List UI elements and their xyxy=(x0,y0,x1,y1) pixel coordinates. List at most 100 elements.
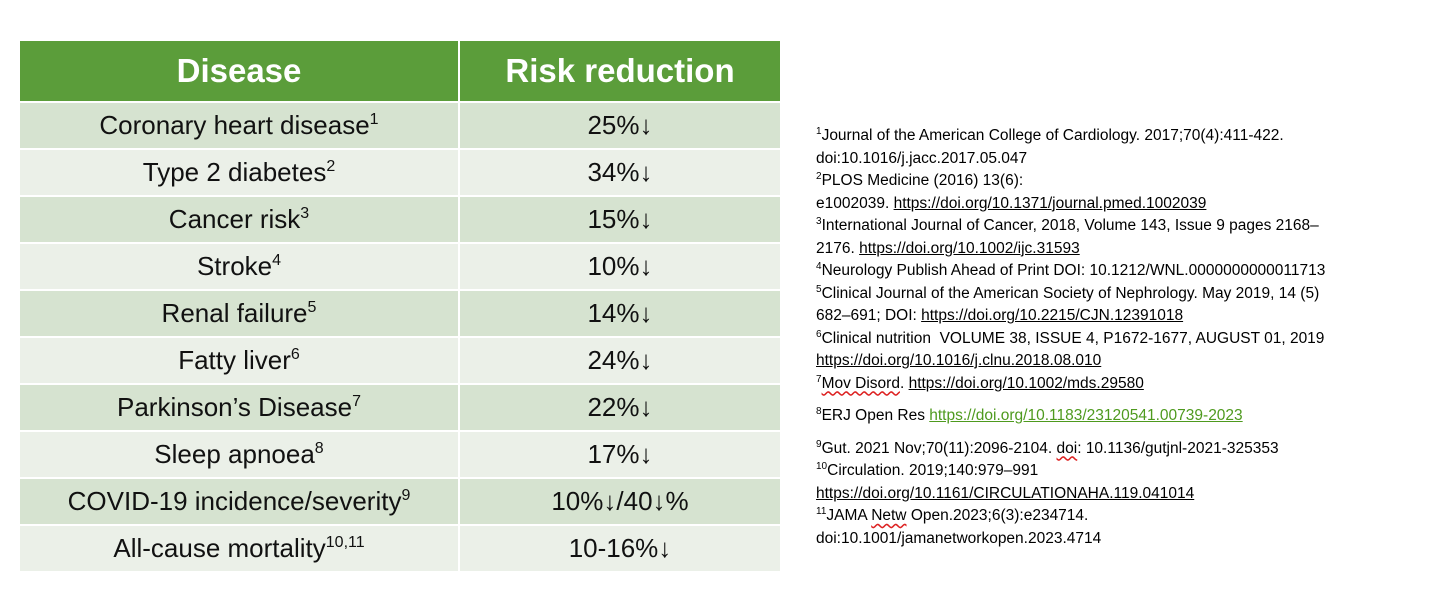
reduction-cell: 25%↓ xyxy=(458,101,782,150)
ref-text: International Journal of Cancer, 2018, V… xyxy=(821,217,1319,234)
disease-name: COVID-19 incidence/severity xyxy=(67,486,402,516)
disease-name: Fatty liver xyxy=(178,345,291,375)
reference-10: 10Circulation. 2019;140:979–991 xyxy=(816,460,1446,483)
reduction-cell: 14%↓ xyxy=(458,289,782,338)
ref-link[interactable]: https://doi.org/10.1016/j.clnu.2018.08.0… xyxy=(816,352,1102,369)
ref-text: Clinical nutrition VOLUME 38, ISSUE 4, P… xyxy=(821,329,1325,347)
ref-text: Neurology Publish Ahead of Print DOI: 10… xyxy=(821,262,1326,279)
ref-text: : 10.1136/gutjnl-2021-325353 xyxy=(1077,439,1279,457)
reference-3: 3International Journal of Cancer, 2018, … xyxy=(816,215,1446,238)
reduction-cell: 10%↓ xyxy=(458,242,782,291)
ref-number: 5 xyxy=(816,283,822,295)
reference-11: 11JAMA Netw Open.2023;6(3):e234714. xyxy=(816,505,1446,528)
table-row: Cancer risk3 15%↓ xyxy=(18,195,782,244)
ref-number: 3 xyxy=(816,216,822,227)
disease-cell: Type 2 diabetes2 xyxy=(18,148,460,197)
reference-11-line2: doi:10.1001/jamanetworkopen.2023.4714 xyxy=(816,528,1446,551)
ref-text: ERJ Open Res xyxy=(821,407,930,424)
disease-name: Parkinson’s Disease xyxy=(117,392,353,422)
ref-text: PLOS Medicine (2016) 13(6): xyxy=(821,172,1024,189)
table-row: All-cause mortality10,11 10-16%↓ xyxy=(18,524,782,573)
ref-text: Open.2023;6(3):e234714. xyxy=(906,507,1089,524)
header-risk-reduction: Risk reduction xyxy=(458,39,782,103)
ref-text: Netw xyxy=(871,507,907,524)
reduction-cell: 22%↓ xyxy=(458,383,782,432)
ref-link[interactable]: https://doi.org/10.1371/journal.pmed.100… xyxy=(893,194,1207,212)
reference-6: 6Clinical nutrition VOLUME 38, ISSUE 4, … xyxy=(816,328,1446,351)
reduction-cell: 10%↓/40↓% xyxy=(458,477,782,526)
ref-text: 682–691; DOI: xyxy=(816,307,922,324)
reference-3-line2: 2176. https://doi.org/10.1002/ijc.31593 xyxy=(816,238,1446,261)
table-row: Stroke4 10%↓ xyxy=(18,242,782,291)
ref-number: 4 xyxy=(272,252,282,269)
ref-text: . xyxy=(899,374,909,392)
disease-name: Type 2 diabetes xyxy=(142,157,327,187)
ref-link[interactable]: https://doi.org/10.1002/ijc.31593 xyxy=(859,239,1080,257)
reference-6-line2: https://doi.org/10.1016/j.clnu.2018.08.0… xyxy=(816,350,1446,373)
ref-link[interactable]: https://doi.org/10.1183/23120541.00739-2… xyxy=(929,407,1243,424)
ref-text: Journal of the American College of Cardi… xyxy=(821,127,1284,144)
table-row: COVID-19 incidence/severity9 10%↓/40↓% xyxy=(18,477,782,526)
reference-10-line2: https://doi.org/10.1161/CIRCULATIONAHA.1… xyxy=(816,483,1446,506)
ref-number: 10 xyxy=(816,461,828,472)
ref-number: 6 xyxy=(816,328,822,340)
ref-number: 7 xyxy=(816,373,822,385)
reference-9: 9Gut. 2021 Nov;70(11):2096-2104. doi: 10… xyxy=(816,438,1446,461)
ref-link[interactable]: https://doi.org/10.2215/CJN.12391018 xyxy=(921,307,1184,324)
ref-number: 2 xyxy=(816,171,822,182)
reduction-cell: 34%↓ xyxy=(458,148,782,197)
disease-name: All-cause mortality xyxy=(113,533,326,563)
ref-link[interactable]: https://doi.org/10.1161/CIRCULATIONAHA.1… xyxy=(816,484,1195,502)
table-row: Sleep apnoea8 17%↓ xyxy=(18,430,782,479)
reference-5: 5Clinical Journal of the American Societ… xyxy=(816,283,1446,306)
reference-2: 2PLOS Medicine (2016) 13(6): xyxy=(816,170,1446,193)
disease-cell: Sleep apnoea8 xyxy=(18,430,460,479)
table-row: Fatty liver6 24%↓ xyxy=(18,336,782,385)
reduction-cell: 24%↓ xyxy=(458,336,782,385)
disease-cell: Coronary heart disease1 xyxy=(18,101,460,150)
ref-number: 10,11 xyxy=(325,534,365,551)
disease-name: Renal failure xyxy=(161,298,308,328)
ref-text: doi:10.1001/jamanetworkopen.2023.4714 xyxy=(816,529,1102,547)
ref-text: Mov Disord xyxy=(821,374,900,392)
ref-number: 7 xyxy=(352,393,361,410)
ref-text: 2176. xyxy=(816,239,860,257)
reduction-cell: 10-16%↓ xyxy=(458,524,782,573)
ref-number: 8 xyxy=(816,406,822,417)
ref-number: 9 xyxy=(816,438,822,450)
table-header-row: Disease Risk reduction xyxy=(18,39,782,103)
risk-reduction-table: Disease Risk reduction Coronary heart di… xyxy=(18,39,782,573)
ref-number: 4 xyxy=(816,261,822,272)
ref-text: Circulation. 2019;140:979–991 xyxy=(827,462,1039,479)
ref-text: doi xyxy=(1056,439,1078,457)
reference-2-line2: e1002039. https://doi.org/10.1371/journa… xyxy=(816,193,1446,216)
ref-text: Gut. 2021 Nov;70(11):2096-2104. xyxy=(821,439,1057,457)
disease-cell: Renal failure5 xyxy=(18,289,460,338)
reference-1: 1Journal of the American College of Card… xyxy=(816,125,1446,148)
ref-number: 1 xyxy=(816,126,822,137)
reference-8: 8ERJ Open Res https://doi.org/10.1183/23… xyxy=(816,405,1446,428)
ref-number: 3 xyxy=(300,205,310,222)
disease-name: Coronary heart disease xyxy=(99,110,370,140)
ref-link[interactable]: https://doi.org/10.1002/mds.29580 xyxy=(908,374,1144,392)
reference-5-line2: 682–691; DOI: https://doi.org/10.2215/CJ… xyxy=(816,305,1446,328)
reference-4: 4Neurology Publish Ahead of Print DOI: 1… xyxy=(816,260,1446,283)
disease-name: Stroke xyxy=(196,251,273,281)
table-row: Type 2 diabetes2 34%↓ xyxy=(18,148,782,197)
reference-1-line2: doi:10.1016/j.jacc.2017.05.047 xyxy=(816,148,1446,171)
ref-number: 1 xyxy=(369,111,379,128)
reduction-cell: 17%↓ xyxy=(458,430,782,479)
ref-text: Clinical Journal of the American Society… xyxy=(821,284,1320,302)
ref-text: JAMA xyxy=(826,507,872,524)
table-row: Parkinson’s Disease7 22%↓ xyxy=(18,383,782,432)
table-row: Coronary heart disease1 25%↓ xyxy=(18,101,782,150)
reduction-cell: 15%↓ xyxy=(458,195,782,244)
disease-name: Cancer risk xyxy=(168,204,301,234)
ref-text: doi:10.1016/j.jacc.2017.05.047 xyxy=(816,149,1028,167)
header-disease: Disease xyxy=(18,39,460,103)
reference-7: 7Mov Disord. https://doi.org/10.1002/mds… xyxy=(816,373,1446,396)
disease-name: Sleep apnoea xyxy=(154,439,315,469)
disease-cell: COVID-19 incidence/severity9 xyxy=(18,477,460,526)
disease-cell: Fatty liver6 xyxy=(18,336,460,385)
ref-number: 9 xyxy=(401,487,411,504)
